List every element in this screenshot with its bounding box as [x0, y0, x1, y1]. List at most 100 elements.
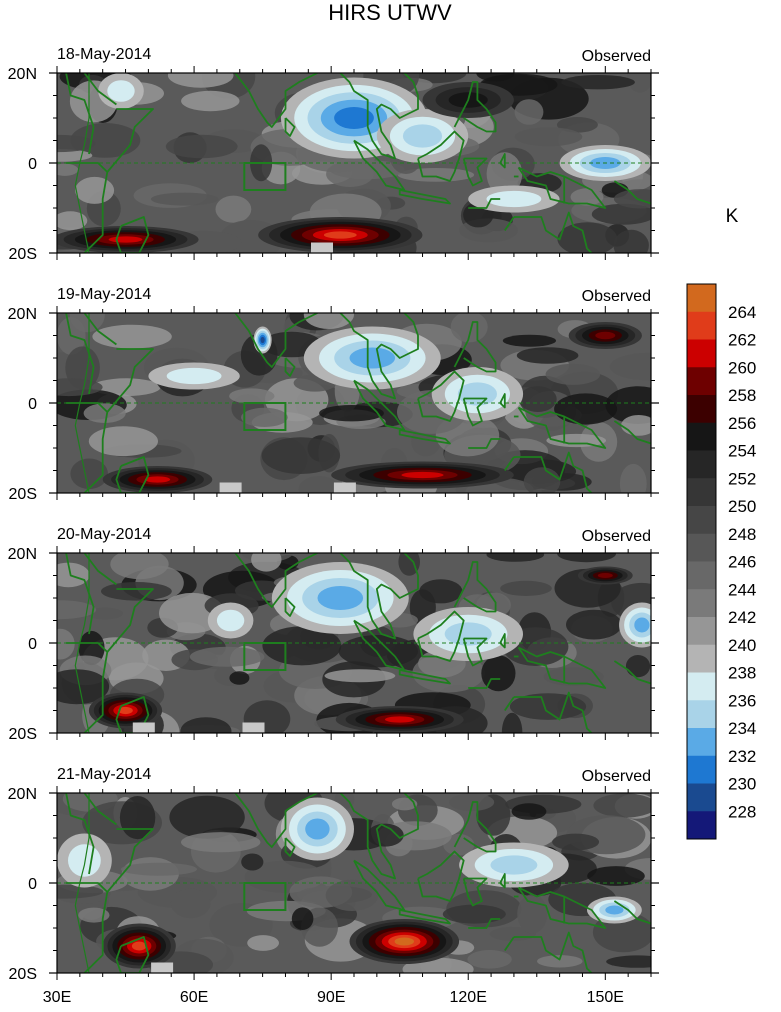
contour-level	[486, 190, 542, 208]
moist-feature	[280, 797, 354, 861]
texture-blob	[501, 712, 523, 733]
coastline	[234, 553, 318, 608]
contour-field	[57, 313, 651, 493]
contour-level	[605, 905, 624, 915]
colorbar-bin	[687, 811, 716, 840]
x-tick-label: 90E	[317, 989, 345, 1006]
colorbar-level-label: 262	[728, 331, 756, 350]
colorbar-level-label: 258	[728, 386, 756, 405]
coastline	[462, 397, 488, 427]
chart-title: HIRS UTWV	[328, 0, 452, 25]
coastline	[339, 553, 419, 640]
colorbar-level-label: 250	[728, 497, 756, 516]
missing-data-block	[219, 482, 242, 493]
moist-feature	[57, 833, 112, 888]
colorbar-level-label: 232	[728, 747, 756, 766]
coastline	[462, 637, 488, 667]
texture-blob	[57, 884, 104, 899]
panel-3: 20-May-2014 Observed 20N 0 20S	[8, 526, 659, 743]
texture-blob	[502, 334, 556, 347]
coastline	[468, 918, 501, 929]
y-tick-label: 20N	[8, 546, 37, 563]
y-tick-label: 20S	[9, 486, 37, 503]
missing-data-block	[333, 482, 356, 493]
colorbar-level-label: 242	[728, 608, 756, 627]
colorbar-bin	[687, 395, 716, 424]
colorbar-bin	[687, 284, 716, 313]
region-box	[243, 642, 287, 671]
panel-4: 21-May-2014 Observed 20N 0 20S	[8, 766, 659, 983]
panel-date: 19-May-2014	[57, 286, 151, 303]
contour-field	[57, 553, 651, 733]
contour-level	[401, 471, 444, 479]
coastline	[499, 393, 506, 409]
contour-level	[634, 617, 650, 633]
coastline	[115, 936, 150, 973]
colorbar-level-label: 244	[728, 580, 756, 599]
colorbar-bin	[687, 367, 716, 396]
texture-blob	[70, 122, 141, 158]
y-tick-label: 0	[28, 876, 37, 893]
coastline	[613, 900, 651, 925]
texture-blob	[120, 862, 197, 876]
texture-blob	[75, 176, 115, 204]
coastline	[65, 313, 95, 395]
coastline	[417, 610, 465, 662]
colorbar-level-label: 234	[728, 719, 756, 738]
coastline	[513, 451, 593, 493]
texture-blob	[261, 437, 341, 474]
texture-blob	[181, 832, 261, 853]
colorbar-level-label: 260	[728, 358, 756, 377]
contour-level	[323, 231, 357, 239]
coastline	[499, 153, 506, 169]
colorbar-bin	[687, 700, 716, 729]
colorbar-level-label: 252	[728, 469, 756, 488]
coastline	[517, 166, 607, 209]
contour-level	[334, 107, 374, 129]
coastline	[613, 420, 651, 445]
moist-feature	[253, 326, 272, 354]
coastline	[115, 456, 150, 493]
region-box	[243, 882, 287, 911]
y-tick-label: 20S	[9, 966, 37, 983]
texture-blob	[298, 476, 340, 493]
texture-blob	[319, 405, 384, 422]
coastline	[234, 73, 318, 128]
dry-feature	[102, 466, 213, 493]
texture-blob	[398, 553, 420, 576]
moist-feature	[459, 842, 569, 888]
contour-level	[216, 609, 245, 632]
y-tick-label: 20S	[9, 246, 37, 263]
colorbar-bin	[687, 755, 716, 784]
coastline	[339, 313, 419, 400]
texture-blob	[247, 935, 279, 951]
texture-blob	[229, 388, 275, 404]
texture-blob	[189, 646, 265, 667]
texture-blob	[83, 403, 126, 424]
texture-blob	[619, 463, 647, 493]
coastline	[339, 73, 419, 160]
texture-blob	[57, 669, 110, 705]
colorbar-level-label: 254	[728, 442, 756, 461]
texture-blob	[523, 467, 561, 493]
colorbar: 264 262 260 258 256 254 252 250 248 246 244 242 240 2…	[686, 283, 756, 840]
texture-blob	[78, 907, 110, 923]
texture-blob	[449, 793, 495, 812]
coastline	[517, 886, 607, 929]
texture-blob	[442, 904, 506, 924]
colorbar-bin	[687, 783, 716, 812]
colorbar-level-label: 230	[728, 775, 756, 794]
texture-blob	[481, 655, 516, 692]
dry-feature	[102, 923, 176, 969]
texture-blob	[545, 363, 601, 385]
texture-blob	[215, 195, 252, 223]
moist-feature	[431, 367, 524, 421]
coastline	[613, 180, 651, 205]
colorbar-level-label: 256	[728, 414, 756, 433]
coastline	[468, 678, 501, 689]
texture-blob	[561, 75, 635, 90]
moist-feature	[98, 73, 144, 109]
coastline	[398, 669, 451, 685]
texture-blob	[150, 192, 219, 206]
